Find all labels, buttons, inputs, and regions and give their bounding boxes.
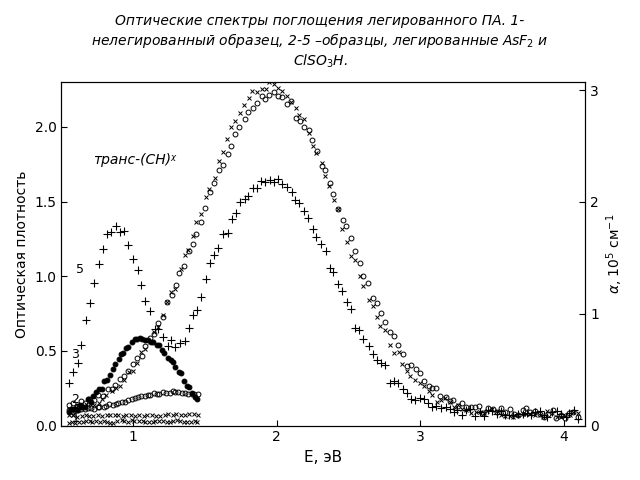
Text: 1: 1 (72, 412, 79, 425)
Text: 5: 5 (76, 264, 84, 276)
Text: Оптические спектры поглощения легированного ПА. 1-
нелегированный образец, 2-5 –: Оптические спектры поглощения легированн… (92, 14, 548, 70)
Text: 4: 4 (72, 403, 79, 416)
Y-axis label: Оптическая плотность: Оптическая плотность (15, 170, 29, 337)
Y-axis label: $\alpha$, 10$^5$ см$^{-1}$: $\alpha$, 10$^5$ см$^{-1}$ (604, 214, 625, 294)
X-axis label: E, эВ: E, эВ (304, 450, 342, 465)
Text: 3: 3 (72, 348, 79, 361)
Text: 2: 2 (72, 393, 79, 406)
Text: транс-(CH)ᵡ: транс-(CH)ᵡ (93, 153, 176, 168)
